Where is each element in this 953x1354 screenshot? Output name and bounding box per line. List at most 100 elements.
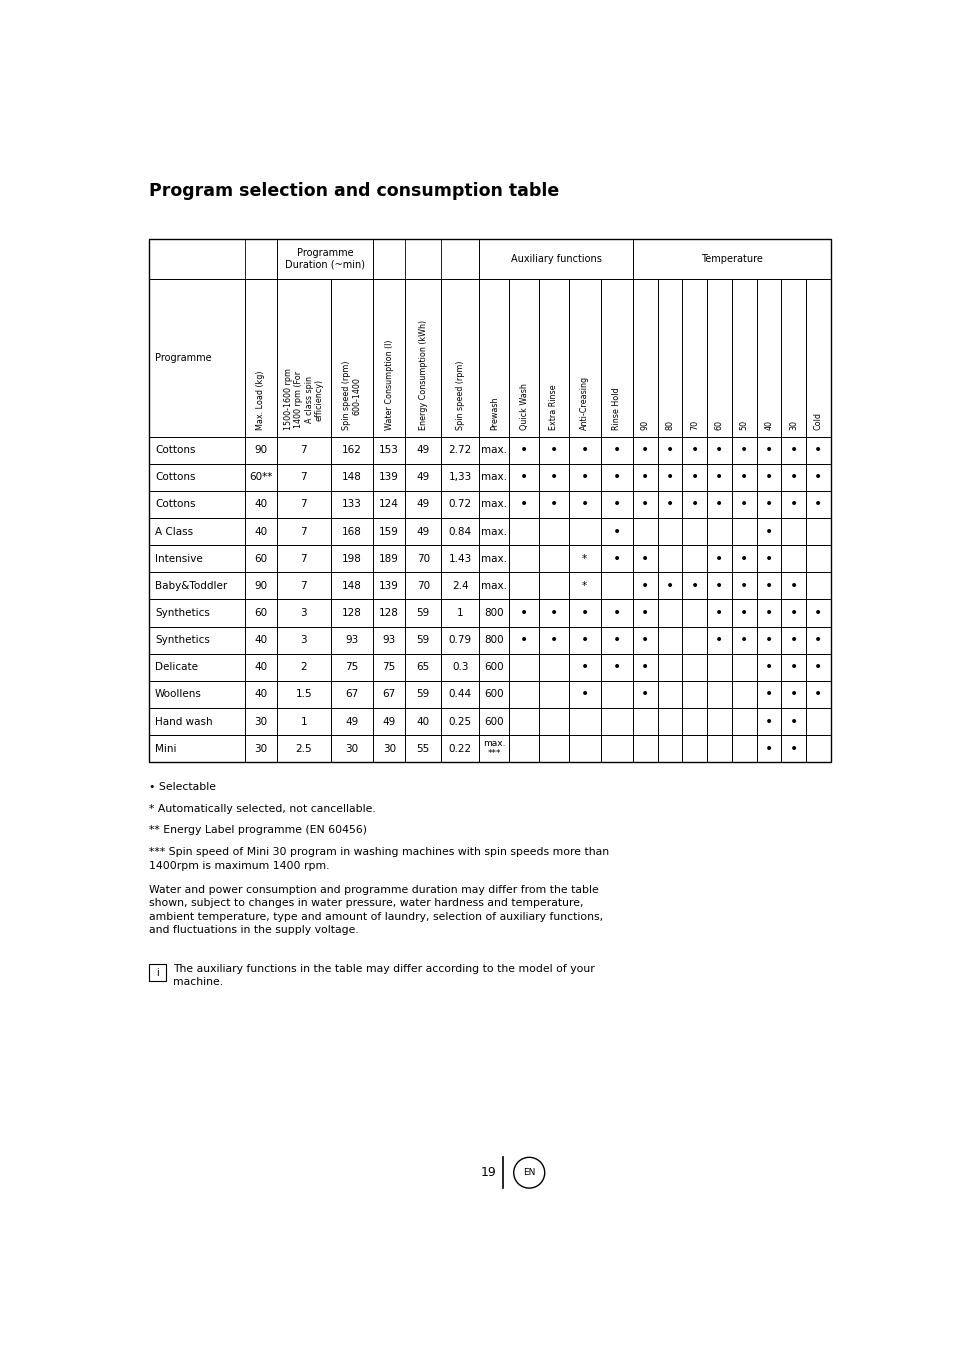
Bar	[373, 708, 405, 735]
Bar	[405, 436, 440, 463]
Bar	[568, 492, 600, 519]
Text: •: •	[764, 497, 772, 512]
Bar	[568, 627, 600, 654]
Bar	[681, 735, 706, 762]
Bar	[756, 573, 781, 600]
Bar	[509, 681, 538, 708]
Text: 168: 168	[342, 527, 362, 536]
Text: •: •	[612, 551, 620, 566]
Bar	[331, 573, 373, 600]
Text: •: •	[612, 661, 620, 674]
Bar	[244, 654, 276, 681]
Bar	[706, 519, 731, 546]
Bar	[276, 600, 331, 627]
Bar	[405, 681, 440, 708]
Bar	[781, 463, 805, 492]
Bar	[331, 654, 373, 681]
Text: 0.25: 0.25	[448, 716, 472, 727]
Bar	[731, 735, 756, 762]
Text: 7: 7	[300, 500, 307, 509]
Text: 0.22: 0.22	[448, 743, 472, 754]
Bar	[149, 627, 244, 654]
Bar	[600, 708, 632, 735]
Bar	[681, 600, 706, 627]
Text: •: •	[640, 497, 649, 512]
Text: •: •	[579, 661, 588, 674]
Text: •: •	[740, 551, 747, 566]
Bar	[149, 238, 830, 762]
Bar	[538, 546, 568, 573]
Text: Auxiliary functions: Auxiliary functions	[510, 253, 601, 264]
Text: 70: 70	[416, 554, 430, 563]
Bar	[373, 436, 405, 463]
Bar	[657, 546, 681, 573]
Bar	[781, 436, 805, 463]
Bar	[756, 546, 781, 573]
Bar	[331, 546, 373, 573]
Text: 30: 30	[253, 743, 267, 754]
Text: •: •	[764, 661, 772, 674]
Text: •: •	[764, 470, 772, 485]
Bar	[331, 735, 373, 762]
Bar	[276, 519, 331, 546]
Bar	[706, 546, 731, 573]
Text: •: •	[612, 497, 620, 512]
Text: Mini: Mini	[154, 743, 176, 754]
Bar	[600, 279, 632, 436]
Bar	[781, 627, 805, 654]
Text: 0.84: 0.84	[448, 527, 472, 536]
Bar	[731, 463, 756, 492]
Text: EN: EN	[522, 1169, 535, 1177]
Text: 55: 55	[416, 743, 430, 754]
Bar	[706, 627, 731, 654]
Bar	[538, 519, 568, 546]
Text: Water Consumption (l): Water Consumption (l)	[384, 340, 394, 431]
Text: Anti-Creasing: Anti-Creasing	[579, 376, 589, 431]
Text: •: •	[549, 443, 558, 458]
Text: 67: 67	[382, 689, 395, 700]
Text: 59: 59	[416, 608, 430, 617]
Text: •: •	[789, 470, 797, 485]
Bar	[781, 279, 805, 436]
Text: Quick Wash: Quick Wash	[519, 383, 528, 431]
Bar	[805, 546, 830, 573]
Text: 40: 40	[253, 635, 267, 645]
Bar	[276, 681, 331, 708]
Bar	[681, 279, 706, 436]
Bar	[373, 573, 405, 600]
Text: •: •	[789, 497, 797, 512]
Text: 128: 128	[379, 608, 398, 617]
Bar	[276, 238, 373, 279]
Bar	[568, 279, 600, 436]
Bar	[244, 463, 276, 492]
Text: 59: 59	[416, 689, 430, 700]
Bar	[632, 436, 657, 463]
Text: 800: 800	[484, 635, 503, 645]
Text: 189: 189	[379, 554, 398, 563]
Bar	[509, 708, 538, 735]
Bar	[538, 654, 568, 681]
Text: A Class: A Class	[154, 527, 193, 536]
Bar	[568, 546, 600, 573]
Text: •: •	[789, 580, 797, 593]
Bar	[632, 627, 657, 654]
Bar	[373, 600, 405, 627]
Bar	[781, 654, 805, 681]
Bar	[632, 546, 657, 573]
Text: 2.72: 2.72	[448, 445, 472, 455]
Text: •: •	[715, 634, 722, 647]
Bar	[731, 546, 756, 573]
Bar	[568, 463, 600, 492]
Bar	[756, 436, 781, 463]
Text: 124: 124	[379, 500, 398, 509]
Text: •: •	[789, 634, 797, 647]
Bar	[756, 279, 781, 436]
Text: •: •	[740, 470, 747, 485]
Text: Rinse Hold: Rinse Hold	[612, 387, 620, 431]
Bar	[479, 627, 509, 654]
Text: Intensive: Intensive	[154, 554, 202, 563]
Text: •: •	[640, 470, 649, 485]
Bar	[276, 627, 331, 654]
Bar	[600, 681, 632, 708]
Bar	[405, 708, 440, 735]
